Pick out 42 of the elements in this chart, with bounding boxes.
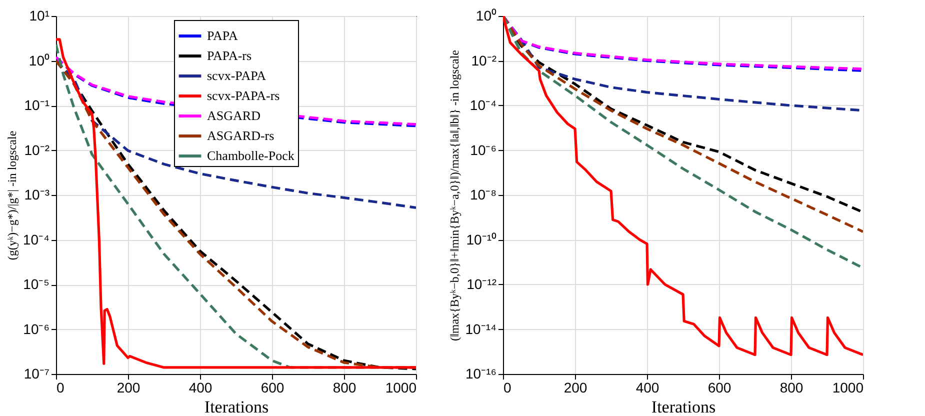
y-tick-label: 10⁻³ xyxy=(24,186,50,202)
y-tick-label: 10⁻¹⁰ xyxy=(466,231,496,248)
y-tick-label: 10⁻¹² xyxy=(466,276,497,292)
x-tick-label: 200 xyxy=(564,380,588,396)
y-tick-label: 10⁰ xyxy=(28,52,50,68)
x-tick-label: 600 xyxy=(708,380,732,396)
y-tick-label: 10⁻¹⁴ xyxy=(465,320,496,337)
legend-label: scvx-PAPA xyxy=(207,68,267,83)
legend-label: ASGARD xyxy=(207,108,260,123)
y-axis-title: (g(yᵏ)−g*)/|g*| -in logscale xyxy=(4,130,19,260)
line-series xyxy=(56,59,416,210)
x-tick-label: 400 xyxy=(636,380,660,396)
y-axis-title: (‖max{Byᵏ−b,0}‖+‖min{Byᵏ−a,0}‖)/max{‖a‖,‖b‖} -in logscale xyxy=(447,50,462,342)
legend-label: scvx-PAPA-rs xyxy=(207,88,280,103)
legend-label: ASGARD-rs xyxy=(207,128,274,143)
x-tick-label: 0 xyxy=(504,380,512,396)
y-tick-label: 10⁻⁴ xyxy=(470,97,496,113)
y-tick-label: 10⁻² xyxy=(471,52,497,68)
y-tick-label: 10⁻² xyxy=(24,142,50,158)
x-tick-label: 400 xyxy=(188,380,212,396)
x-tick-label: 1000 xyxy=(832,380,864,396)
y-tick-label: 10⁻⁵ xyxy=(23,276,50,292)
y-tick-label: 10⁻⁸ xyxy=(470,186,497,202)
legend-label: Chambolle-Pock xyxy=(207,148,295,163)
legend-label: PAPA xyxy=(207,28,238,43)
x-tick-label: 200 xyxy=(116,380,140,396)
x-axis-title: Iterations xyxy=(204,398,269,416)
x-tick-label: 600 xyxy=(260,380,284,396)
y-tick-label: 10⁻⁶ xyxy=(23,320,50,337)
y-tick-label: 10⁻¹⁶ xyxy=(466,366,496,382)
y-tick-label: 10⁻⁴ xyxy=(22,231,50,248)
legend-label: PAPA-rs xyxy=(207,48,252,63)
y-tick-label: 10⁻¹ xyxy=(24,97,50,113)
x-tick-label: 800 xyxy=(780,380,804,396)
x-tick-label: 1000 xyxy=(385,380,417,396)
x-axis-title: Iterations xyxy=(651,398,716,416)
y-tick-label: 10⁻⁶ xyxy=(470,142,496,158)
y-tick-label: 10⁰ xyxy=(476,8,496,24)
x-tick-label: 0 xyxy=(56,380,64,396)
y-tick-label: 10¹ xyxy=(29,8,50,24)
x-tick-label: 800 xyxy=(332,380,356,396)
y-tick-label: 10⁻⁷ xyxy=(24,366,50,382)
